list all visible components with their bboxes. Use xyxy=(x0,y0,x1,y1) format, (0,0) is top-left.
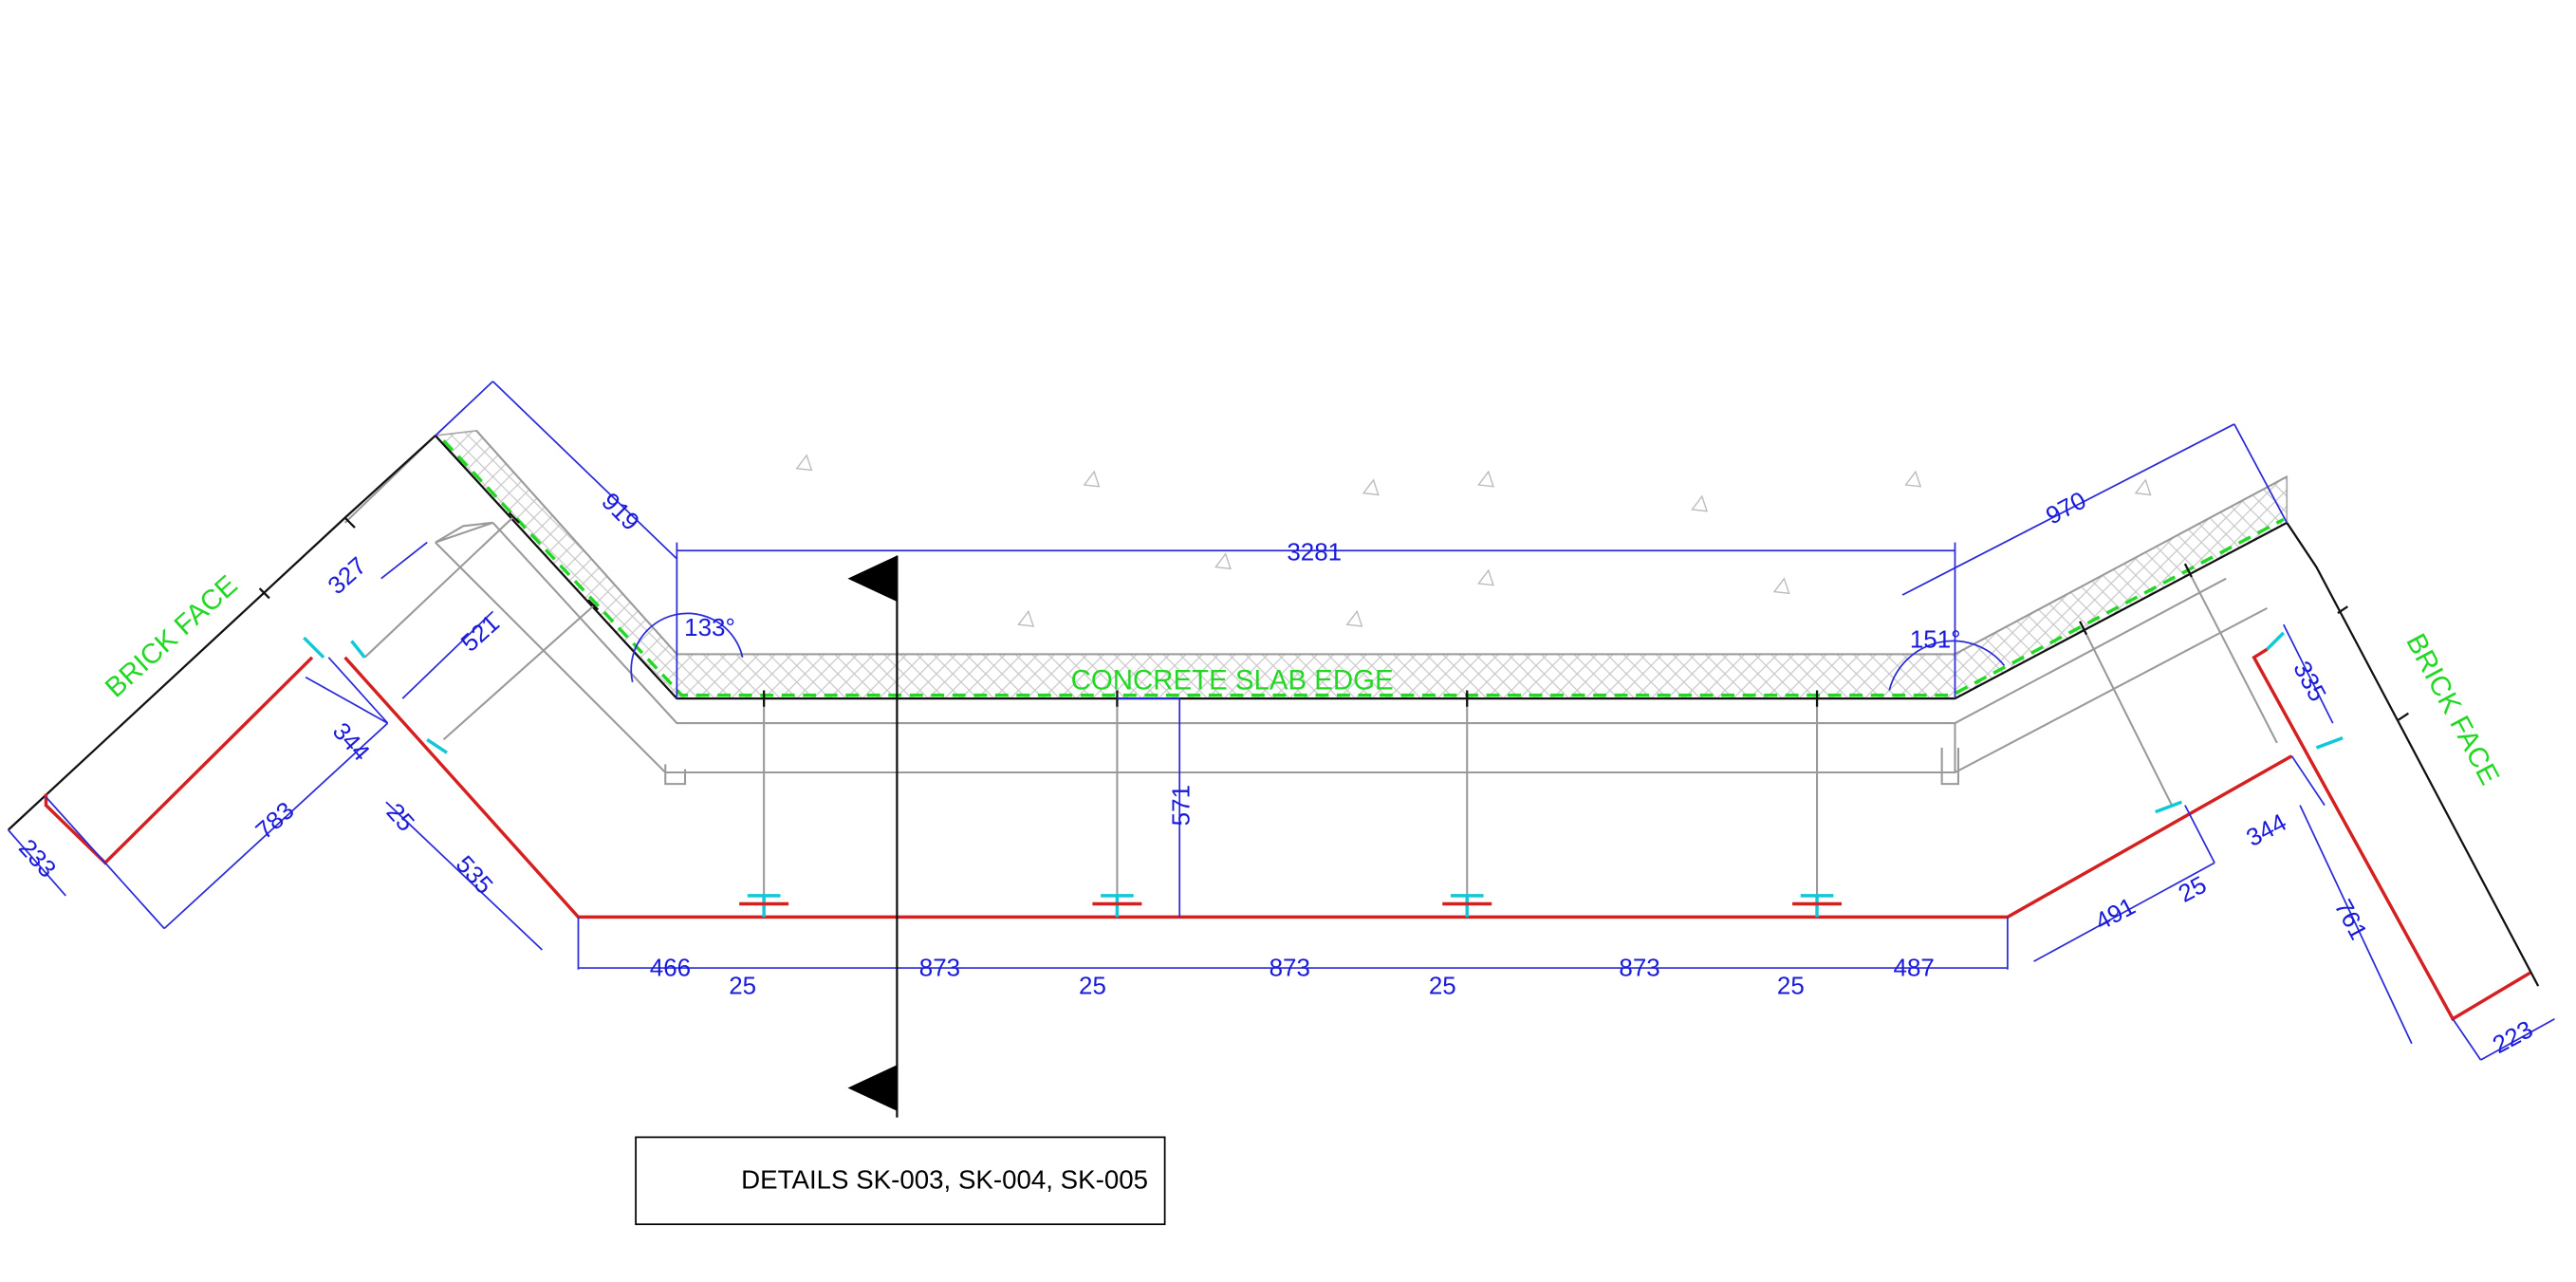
brick-face-label: BRICK FACE xyxy=(100,569,244,704)
section-marker-part xyxy=(847,555,898,1111)
dimension: 873 xyxy=(1619,954,1659,982)
brackets-part xyxy=(303,631,2344,918)
dimension: 327 xyxy=(323,551,372,600)
section-marker-part xyxy=(635,1136,1166,1226)
dimension: 25 xyxy=(1429,972,1456,1000)
dimension: 233 xyxy=(13,833,62,883)
dimension: 535 xyxy=(451,850,499,900)
dimension-lines xyxy=(8,381,2555,1061)
dimension: 466 xyxy=(650,954,691,982)
dimension: 487 xyxy=(1894,954,1935,982)
section-marker xyxy=(635,555,1166,1226)
angle: 151° xyxy=(1910,624,1961,653)
steel-angle xyxy=(44,647,2531,1022)
dimension: 571 xyxy=(1167,785,1195,826)
concrete-slab-part xyxy=(434,429,2289,699)
dimension: 873 xyxy=(919,954,960,982)
dimension: 25 xyxy=(2174,870,2212,908)
concrete-slab-part-part xyxy=(795,454,2152,627)
dimension: 3281 xyxy=(1287,538,1342,567)
dimension: 344 xyxy=(2241,808,2290,852)
concrete-slab-part xyxy=(475,430,2288,656)
concrete-slab-part xyxy=(795,454,2152,627)
brick-face-lines-part xyxy=(7,435,2540,987)
concrete-slab-part xyxy=(435,435,2288,700)
dimension: 335 xyxy=(2288,657,2332,706)
dimension: 783 xyxy=(250,796,299,845)
dimension: 25 xyxy=(1777,972,1805,1000)
concrete-slab-part xyxy=(442,439,2285,697)
dimension: 970 xyxy=(2041,486,2090,530)
dimension-lines-part xyxy=(8,381,2555,1061)
soffit-lines-part xyxy=(664,723,1959,786)
brackets-part xyxy=(363,516,2278,896)
dimension: 344 xyxy=(327,716,376,766)
slab-edge-label: CONCRETE SLAB EDGE xyxy=(1071,665,1394,697)
dimension: 25 xyxy=(1079,972,1106,1000)
details-label: DETAILS SK-003, SK-004, SK-005 xyxy=(741,1164,1148,1194)
dimension: 919 xyxy=(596,487,645,536)
soffit-lines xyxy=(343,435,2268,786)
brick-face-label: BRICK FACE xyxy=(2400,628,2505,790)
angle: 133° xyxy=(684,613,735,641)
brackets xyxy=(258,511,2410,918)
dimension: 761 xyxy=(2329,895,2374,944)
concrete-slab xyxy=(434,429,2289,700)
soffit-lines-part xyxy=(343,435,2268,774)
dimension: 25 xyxy=(729,972,756,1000)
dimension-lines-part xyxy=(630,612,2006,691)
dimension: 521 xyxy=(455,608,505,657)
dimension: 491 xyxy=(2090,891,2140,936)
brick-face-lines xyxy=(7,435,2540,987)
dimension: 873 xyxy=(1269,954,1310,982)
steel-angle-part xyxy=(44,647,2531,1022)
